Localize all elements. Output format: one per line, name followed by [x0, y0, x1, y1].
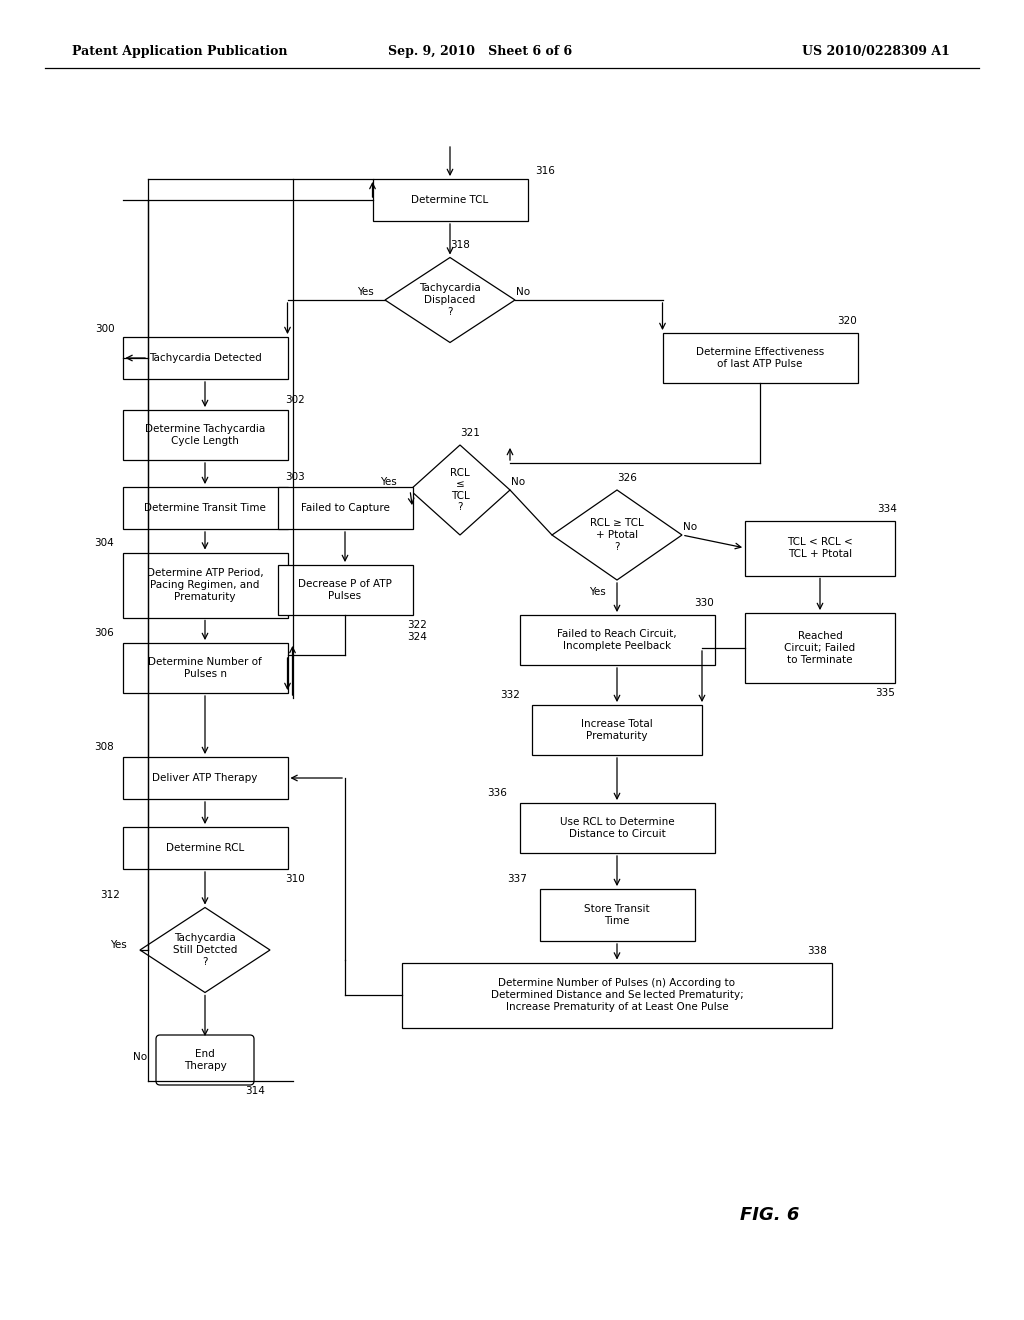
Text: 318: 318 — [451, 240, 470, 251]
FancyBboxPatch shape — [123, 411, 288, 459]
FancyBboxPatch shape — [519, 615, 715, 665]
FancyBboxPatch shape — [123, 337, 288, 379]
FancyBboxPatch shape — [278, 487, 413, 529]
Text: No: No — [133, 1052, 147, 1063]
Text: No: No — [511, 477, 525, 487]
FancyBboxPatch shape — [278, 565, 413, 615]
Text: 300: 300 — [94, 323, 115, 334]
Text: Yes: Yes — [380, 477, 396, 487]
Text: 326: 326 — [617, 473, 637, 483]
Text: Determine Number of Pulses (n) According to
Determined Distance and Se lected Pr: Determine Number of Pulses (n) According… — [490, 978, 743, 1011]
Polygon shape — [385, 257, 515, 342]
Text: 337: 337 — [508, 874, 527, 884]
Text: 308: 308 — [94, 742, 115, 752]
Text: Tachycardia Detected: Tachycardia Detected — [148, 352, 261, 363]
Text: 312: 312 — [100, 891, 121, 900]
Text: Determine Transit Time: Determine Transit Time — [144, 503, 266, 513]
Text: Reached
Circuit; Failed
to Terminate: Reached Circuit; Failed to Terminate — [784, 631, 856, 664]
Text: RCL ≥ TCL
+ Ptotal
?: RCL ≥ TCL + Ptotal ? — [590, 519, 644, 552]
Text: Determine TCL: Determine TCL — [412, 195, 488, 205]
FancyBboxPatch shape — [156, 1035, 254, 1085]
Text: RCL
≤
TCL
?: RCL ≤ TCL ? — [451, 467, 470, 512]
Text: Determine ATP Period,
Pacing Regimen, and
Prematurity: Determine ATP Period, Pacing Regimen, an… — [146, 569, 263, 602]
Text: 306: 306 — [94, 628, 115, 638]
Text: Determine RCL: Determine RCL — [166, 843, 244, 853]
Text: Failed to Capture: Failed to Capture — [301, 503, 389, 513]
Text: Deliver ATP Therapy: Deliver ATP Therapy — [153, 774, 258, 783]
Text: 324: 324 — [408, 632, 427, 642]
Text: Use RCL to Determine
Distance to Circuit: Use RCL to Determine Distance to Circuit — [560, 817, 675, 838]
FancyBboxPatch shape — [123, 643, 288, 693]
Polygon shape — [410, 445, 510, 535]
Text: End
Therapy: End Therapy — [183, 1049, 226, 1071]
FancyBboxPatch shape — [745, 612, 895, 682]
Text: US 2010/0228309 A1: US 2010/0228309 A1 — [802, 45, 950, 58]
Text: Failed to Reach Circuit,
Incomplete Peelback: Failed to Reach Circuit, Incomplete Peel… — [557, 630, 677, 651]
FancyBboxPatch shape — [123, 756, 288, 799]
Text: No: No — [516, 286, 530, 297]
FancyBboxPatch shape — [373, 180, 527, 220]
Text: Determine Tachycardia
Cycle Length: Determine Tachycardia Cycle Length — [144, 424, 265, 446]
Text: Yes: Yes — [589, 587, 605, 597]
Text: Yes: Yes — [110, 940, 126, 950]
Text: 335: 335 — [876, 688, 895, 698]
FancyBboxPatch shape — [745, 520, 895, 576]
FancyBboxPatch shape — [540, 888, 694, 941]
Text: 321: 321 — [460, 428, 480, 438]
Text: 302: 302 — [286, 395, 305, 405]
FancyBboxPatch shape — [123, 553, 288, 618]
Text: 330: 330 — [694, 598, 715, 609]
Text: Sep. 9, 2010   Sheet 6 of 6: Sep. 9, 2010 Sheet 6 of 6 — [388, 45, 572, 58]
Text: Decrease P of ATP
Pulses: Decrease P of ATP Pulses — [298, 579, 392, 601]
Text: 304: 304 — [94, 537, 115, 548]
Text: 316: 316 — [536, 166, 555, 176]
Text: Store Transit
Time: Store Transit Time — [584, 904, 650, 925]
Text: Increase Total
Prematurity: Increase Total Prematurity — [582, 719, 653, 741]
Text: 322: 322 — [408, 620, 427, 630]
Text: Tachycardia
Displaced
?: Tachycardia Displaced ? — [419, 284, 481, 317]
Text: 320: 320 — [838, 315, 857, 326]
FancyBboxPatch shape — [532, 705, 702, 755]
Text: 338: 338 — [807, 945, 827, 956]
Text: 334: 334 — [878, 503, 897, 513]
Text: 310: 310 — [286, 874, 305, 884]
Text: Determine Effectiveness
of last ATP Pulse: Determine Effectiveness of last ATP Puls… — [696, 347, 824, 368]
Text: No: No — [683, 521, 697, 532]
Polygon shape — [552, 490, 682, 579]
Text: Patent Application Publication: Patent Application Publication — [72, 45, 288, 58]
Text: FIG. 6: FIG. 6 — [740, 1206, 800, 1224]
Text: Determine Number of
Pulses n: Determine Number of Pulses n — [148, 657, 262, 678]
Text: Yes: Yes — [356, 286, 374, 297]
Polygon shape — [140, 908, 270, 993]
FancyBboxPatch shape — [663, 333, 857, 383]
Text: 303: 303 — [286, 473, 305, 482]
Text: 314: 314 — [245, 1086, 265, 1096]
FancyBboxPatch shape — [402, 962, 831, 1027]
FancyBboxPatch shape — [519, 803, 715, 853]
Text: Tachycardia
Still Detcted
?: Tachycardia Still Detcted ? — [173, 933, 238, 966]
FancyBboxPatch shape — [123, 487, 288, 529]
Text: 332: 332 — [500, 690, 520, 700]
Text: TCL < RCL <
TCL + Ptotal: TCL < RCL < TCL + Ptotal — [787, 537, 853, 558]
FancyBboxPatch shape — [123, 828, 288, 869]
Text: 336: 336 — [487, 788, 508, 799]
